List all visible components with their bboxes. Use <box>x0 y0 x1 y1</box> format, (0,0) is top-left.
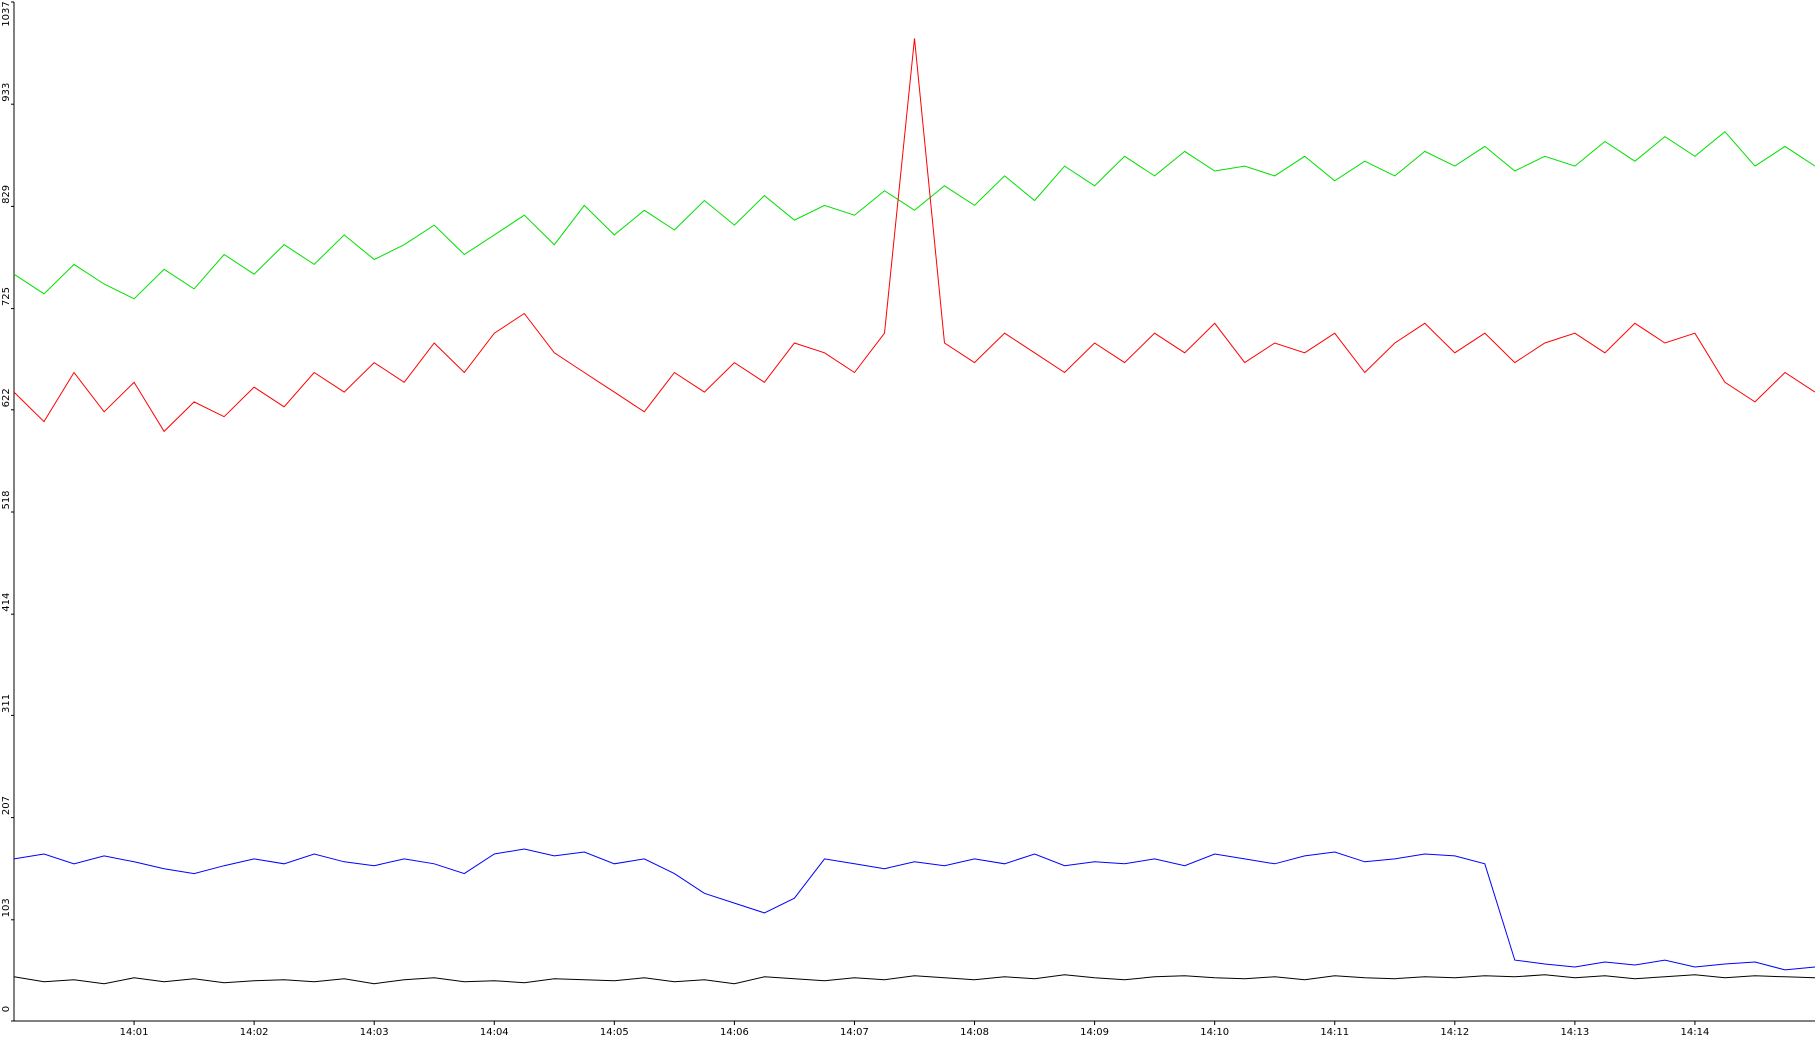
series-line <box>13 38 1815 433</box>
x-tick-label: 14:02 <box>240 1027 269 1038</box>
y-tick-label: 933 <box>1 83 12 102</box>
y-tick-label: 207 <box>1 796 12 815</box>
x-tick-label: 14:06 <box>720 1027 749 1038</box>
x-tick-label: 14:10 <box>1200 1027 1229 1038</box>
x-tick-label: 14:04 <box>480 1027 509 1038</box>
y-tick-label: 414 <box>1 593 12 612</box>
x-tick-label: 14:07 <box>840 1027 869 1038</box>
x-tick-label: 14:08 <box>960 1027 989 1038</box>
y-tick-label: 311 <box>1 694 12 713</box>
x-tick-label: 14:14 <box>1681 1027 1710 1038</box>
y-tick-label: 829 <box>1 185 12 204</box>
series-line <box>13 131 1815 300</box>
x-tick-label: 14:01 <box>120 1027 149 1038</box>
series-line <box>13 974 1815 985</box>
y-tick-label: 1037 <box>1 1 12 26</box>
y-tick-label: 103 <box>1 898 12 917</box>
x-tick-label: 14:03 <box>360 1027 389 1038</box>
x-tick-label: 14:13 <box>1560 1027 1589 1038</box>
y-tick-label: 622 <box>1 388 12 407</box>
series-line <box>13 848 1815 971</box>
x-tick-label: 14:11 <box>1320 1027 1349 1038</box>
y-tick-label: 518 <box>1 490 12 509</box>
y-tick-label: 725 <box>1 287 12 306</box>
x-tick-label: 14:12 <box>1440 1027 1469 1038</box>
x-tick-label: 14:09 <box>1080 1027 1109 1038</box>
x-tick-label: 14:05 <box>600 1027 629 1038</box>
y-tick-label: 0 <box>1 1006 12 1012</box>
